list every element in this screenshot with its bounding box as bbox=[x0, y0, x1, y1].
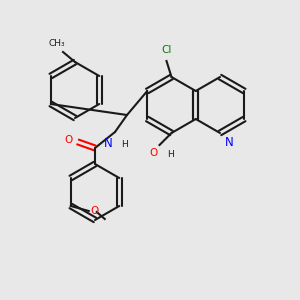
Text: O: O bbox=[149, 148, 158, 158]
Text: CH₃: CH₃ bbox=[49, 39, 65, 48]
Text: N: N bbox=[225, 136, 234, 149]
Text: N: N bbox=[104, 137, 113, 150]
Text: H: H bbox=[121, 140, 128, 149]
Text: O: O bbox=[91, 206, 99, 216]
Text: H: H bbox=[167, 150, 174, 159]
Text: Cl: Cl bbox=[161, 45, 172, 55]
Text: O: O bbox=[65, 135, 73, 145]
